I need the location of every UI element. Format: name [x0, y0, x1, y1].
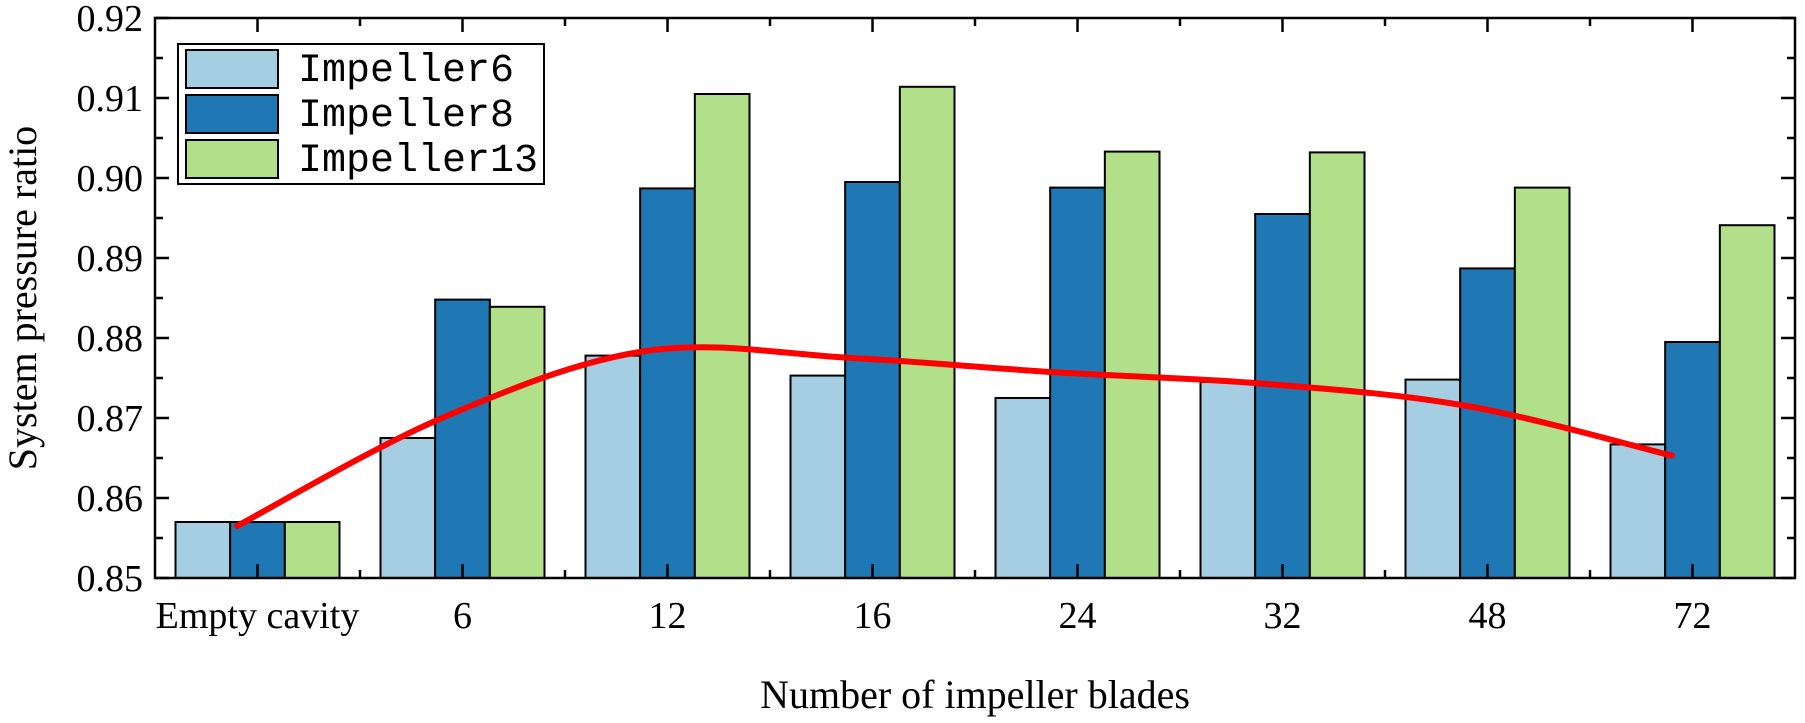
bar-impeller13-12 [693, 93, 751, 579]
bar-impeller6-12 [584, 354, 642, 579]
bar-impeller13-48 [1513, 186, 1571, 579]
trend-line [234, 344, 1675, 529]
legend-label-impeller8: Impeller8 [298, 94, 514, 139]
y-tick-label: 0.88 [77, 318, 144, 360]
bar-impeller6-48 [1404, 378, 1462, 579]
legend-swatch-impeller13 [185, 139, 279, 179]
x-tick-label: 6 [453, 595, 472, 637]
bar-impeller13-72 [1718, 224, 1776, 579]
legend-swatch-impeller6 [185, 49, 279, 89]
bar-impeller6-32 [1199, 381, 1257, 579]
bar-impeller6-72 [1609, 443, 1667, 579]
x-axis: Empty cavity 6 12 16 24 32 48 72 [156, 18, 1712, 637]
bar-impeller6-6 [379, 437, 437, 579]
bar-impeller13-6 [488, 305, 546, 579]
trend-layer [234, 344, 1675, 529]
y-axis: 0.85 0.86 0.87 0.88 0.89 0.90 0.91 0.92 [77, 0, 1795, 600]
y-tick-label: 0.89 [77, 238, 144, 280]
bar-impeller8-24 [1049, 186, 1106, 579]
bar-impeller8-32 [1254, 213, 1311, 579]
bar-impeller8-12 [639, 187, 696, 579]
legend-label-impeller6: Impeller6 [298, 49, 514, 94]
x-tick-label: 48 [1469, 595, 1507, 637]
bar-impeller8-6 [434, 298, 491, 579]
y-tick-label: 0.85 [77, 558, 144, 600]
legend-swatch-impeller8 [185, 94, 279, 134]
x-axis-title: Number of impeller blades [760, 672, 1190, 717]
y-axis-title: System pressure ratio [0, 126, 45, 470]
bar-impeller13-empty-cavity [283, 521, 341, 579]
bars-layer [174, 85, 1776, 580]
bar-impeller13-16 [898, 85, 956, 580]
x-tick-label: 16 [854, 595, 892, 637]
y-tick-label: 0.91 [77, 78, 144, 120]
bar-impeller6-16 [789, 374, 847, 579]
x-tick-label: 12 [649, 595, 687, 637]
y-tick-label: 0.86 [77, 478, 144, 520]
bar-impeller8-48 [1459, 267, 1516, 579]
bar-impeller6-empty-cavity [174, 521, 232, 579]
y-tick-label: 0.92 [77, 0, 144, 40]
y-tick-label: 0.87 [77, 398, 144, 440]
x-tick-label: 32 [1264, 595, 1302, 637]
x-tick-label: 24 [1059, 595, 1097, 637]
bar-impeller13-24 [1103, 150, 1161, 579]
x-tick-label: 72 [1674, 595, 1712, 637]
bar-impeller8-72 [1664, 341, 1721, 579]
bar-impeller8-16 [844, 181, 901, 579]
x-tick-label: Empty cavity [156, 595, 360, 637]
bar-impeller6-24 [994, 397, 1052, 579]
bar-impeller13-32 [1308, 151, 1366, 579]
y-tick-label: 0.90 [77, 158, 144, 200]
legend-label-impeller13: Impeller13 [298, 139, 538, 184]
